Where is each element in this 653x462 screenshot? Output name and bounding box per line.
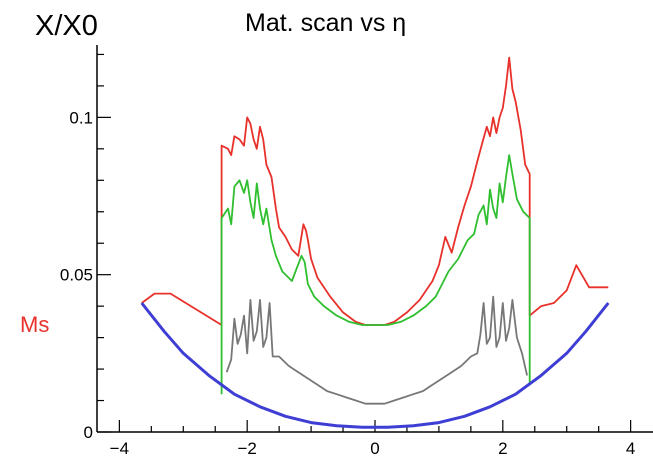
- x-tick-label: −2: [237, 439, 256, 457]
- x-tick-label: −4: [110, 439, 129, 457]
- series-red-line: [141, 56, 609, 326]
- y-tick-label: 0.1: [69, 108, 93, 127]
- series-blue-line: [140, 302, 610, 429]
- side-label: Ms: [20, 312, 50, 337]
- y-tick-label: 0: [84, 423, 93, 442]
- y-tick-label: 0.05: [60, 266, 93, 285]
- series-green-line: [220, 154, 531, 395]
- x-tick-label: 4: [626, 439, 635, 457]
- y-axis-label: X/X0: [35, 10, 98, 42]
- chart-title: Mat. scan vs η: [245, 9, 407, 37]
- series-gray-line: [225, 295, 528, 405]
- x-tick-label: 2: [498, 439, 507, 457]
- x-tick-label: 0: [370, 439, 379, 457]
